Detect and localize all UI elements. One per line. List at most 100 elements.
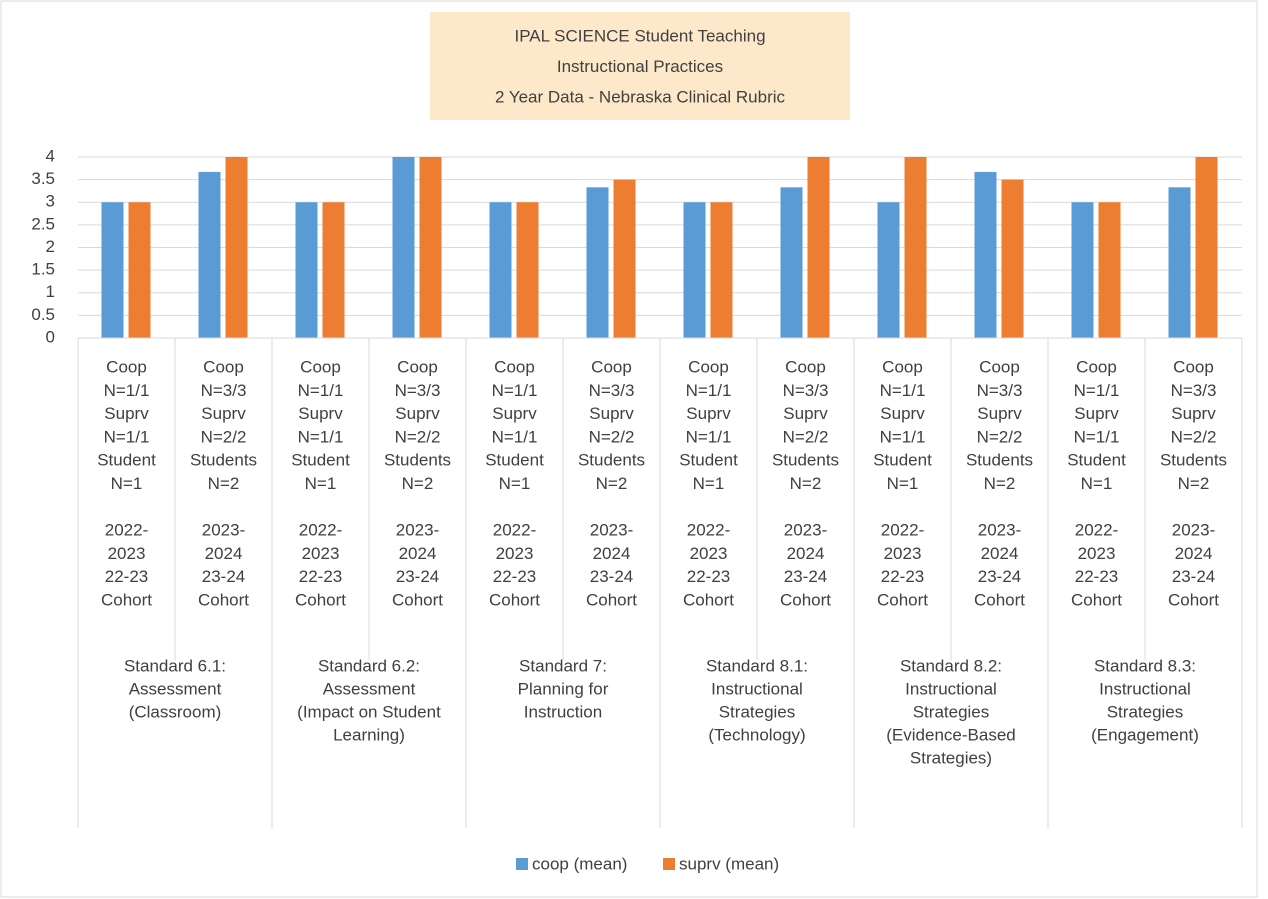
x-tick-label: 22-23 bbox=[687, 567, 730, 586]
x-tick-label: 2022- bbox=[493, 521, 536, 540]
y-tick-label: 4 bbox=[46, 146, 55, 165]
x-tick-label: 2023- bbox=[590, 521, 633, 540]
x-tick-label: Suprv bbox=[492, 404, 537, 423]
x-tick-label: 2022- bbox=[299, 521, 342, 540]
x-tick-label: Cohort bbox=[877, 590, 928, 609]
x-tick-label: 2024 bbox=[787, 544, 825, 563]
x-tick-label: N=1/1 bbox=[1074, 381, 1120, 400]
x-tick-label: Coop bbox=[397, 357, 438, 376]
bar bbox=[489, 202, 512, 338]
x-tick-label: 2023- bbox=[396, 521, 439, 540]
x-tick-label: Student bbox=[97, 451, 156, 470]
bar bbox=[128, 202, 151, 338]
bar bbox=[974, 171, 997, 338]
x-tick-label: Suprv bbox=[1074, 404, 1119, 423]
x-tick-label: Suprv bbox=[880, 404, 925, 423]
x-tick-label: 2022- bbox=[105, 521, 148, 540]
x-tick-label: N=1 bbox=[1081, 474, 1113, 493]
x-tick-label: 22-23 bbox=[105, 567, 148, 586]
x-tick-label: N=1/1 bbox=[104, 427, 150, 446]
x-tick-label: Suprv bbox=[201, 404, 246, 423]
y-tick-label: 2 bbox=[46, 237, 55, 256]
legend-swatch bbox=[516, 858, 528, 870]
x-tick-label: N=1 bbox=[305, 474, 337, 493]
y-tick-label: 1 bbox=[46, 282, 55, 301]
group-label: Strategies bbox=[913, 702, 990, 721]
bar bbox=[198, 171, 221, 338]
x-tick-label: Coop bbox=[785, 357, 826, 376]
y-tick-label: 3.5 bbox=[31, 169, 55, 188]
group-label: Instructional bbox=[905, 679, 997, 698]
x-tick-label: Students bbox=[384, 451, 451, 470]
bar bbox=[683, 202, 706, 338]
x-tick-label: Cohort bbox=[392, 590, 443, 609]
x-tick-label: Coop bbox=[1173, 357, 1214, 376]
x-tick-label: N=2 bbox=[596, 474, 628, 493]
x-tick-label: N=1/1 bbox=[492, 381, 538, 400]
x-tick-label: Coop bbox=[979, 357, 1020, 376]
x-tick-label: N=3/3 bbox=[1171, 381, 1217, 400]
bar bbox=[1001, 179, 1024, 338]
x-tick-label: 2024 bbox=[1175, 544, 1213, 563]
x-tick-label: Suprv bbox=[783, 404, 828, 423]
group-label: Standard 8.2: bbox=[900, 656, 1002, 675]
x-tick-label: 23-24 bbox=[784, 567, 827, 586]
x-tick-label: Suprv bbox=[1171, 404, 1216, 423]
x-tick-label: N=1/1 bbox=[880, 381, 926, 400]
x-tick-label: Student bbox=[1067, 451, 1126, 470]
bar bbox=[1098, 202, 1121, 338]
x-tick-label: Coop bbox=[203, 357, 244, 376]
x-tick-label: Cohort bbox=[586, 590, 637, 609]
x-tick-label: Coop bbox=[688, 357, 729, 376]
x-tick-label: N=1 bbox=[499, 474, 531, 493]
group-label: (Evidence-Based bbox=[886, 725, 1015, 744]
x-tick-label: Suprv bbox=[104, 404, 149, 423]
x-tick-label: 22-23 bbox=[493, 567, 536, 586]
x-tick-label: N=1 bbox=[693, 474, 725, 493]
x-tick-label: N=2/2 bbox=[589, 427, 635, 446]
bar bbox=[807, 157, 830, 338]
group-label: Planning for bbox=[518, 679, 609, 698]
bar bbox=[392, 157, 415, 338]
x-tick-label: Coop bbox=[591, 357, 632, 376]
x-tick-label: N=1/1 bbox=[686, 427, 732, 446]
legend-label: coop (mean) bbox=[532, 854, 627, 873]
x-tick-label: Coop bbox=[300, 357, 341, 376]
x-tick-label: Student bbox=[679, 451, 738, 470]
group-label: Strategies bbox=[1107, 702, 1184, 721]
legend-swatch bbox=[663, 858, 675, 870]
x-tick-label: Cohort bbox=[974, 590, 1025, 609]
x-tick-label: Suprv bbox=[395, 404, 440, 423]
x-tick-label: Coop bbox=[106, 357, 147, 376]
x-tick-label: N=2 bbox=[984, 474, 1016, 493]
bar bbox=[1168, 187, 1191, 338]
x-tick-label: 2023 bbox=[1078, 544, 1116, 563]
chart-title: 2 Year Data - Nebraska Clinical Rubric bbox=[495, 87, 786, 106]
x-tick-label: N=2/2 bbox=[977, 427, 1023, 446]
x-tick-label: 2023 bbox=[690, 544, 728, 563]
group-label: Standard 6.1: bbox=[124, 656, 226, 675]
x-tick-label: 2023- bbox=[1172, 521, 1215, 540]
chart-title: Instructional Practices bbox=[557, 57, 723, 76]
x-tick-label: N=2 bbox=[1178, 474, 1210, 493]
x-tick-label: N=1/1 bbox=[880, 427, 926, 446]
x-tick-label: Suprv bbox=[589, 404, 634, 423]
group-label: (Technology) bbox=[708, 725, 805, 744]
x-tick-label: 2024 bbox=[593, 544, 631, 563]
x-tick-label: Cohort bbox=[198, 590, 249, 609]
x-tick-label: Students bbox=[1160, 451, 1227, 470]
title-box bbox=[430, 12, 850, 120]
x-tick-label: 2023 bbox=[108, 544, 146, 563]
x-tick-label: Cohort bbox=[101, 590, 152, 609]
group-label: Instructional bbox=[711, 679, 803, 698]
x-tick-label: N=1/1 bbox=[298, 427, 344, 446]
bar bbox=[586, 187, 609, 338]
x-tick-label: N=3/3 bbox=[977, 381, 1023, 400]
x-tick-label: 2023- bbox=[978, 521, 1021, 540]
y-tick-label: 0 bbox=[46, 327, 55, 346]
x-tick-label: 22-23 bbox=[299, 567, 342, 586]
x-tick-label: Cohort bbox=[1071, 590, 1122, 609]
x-tick-label: N=2/2 bbox=[395, 427, 441, 446]
